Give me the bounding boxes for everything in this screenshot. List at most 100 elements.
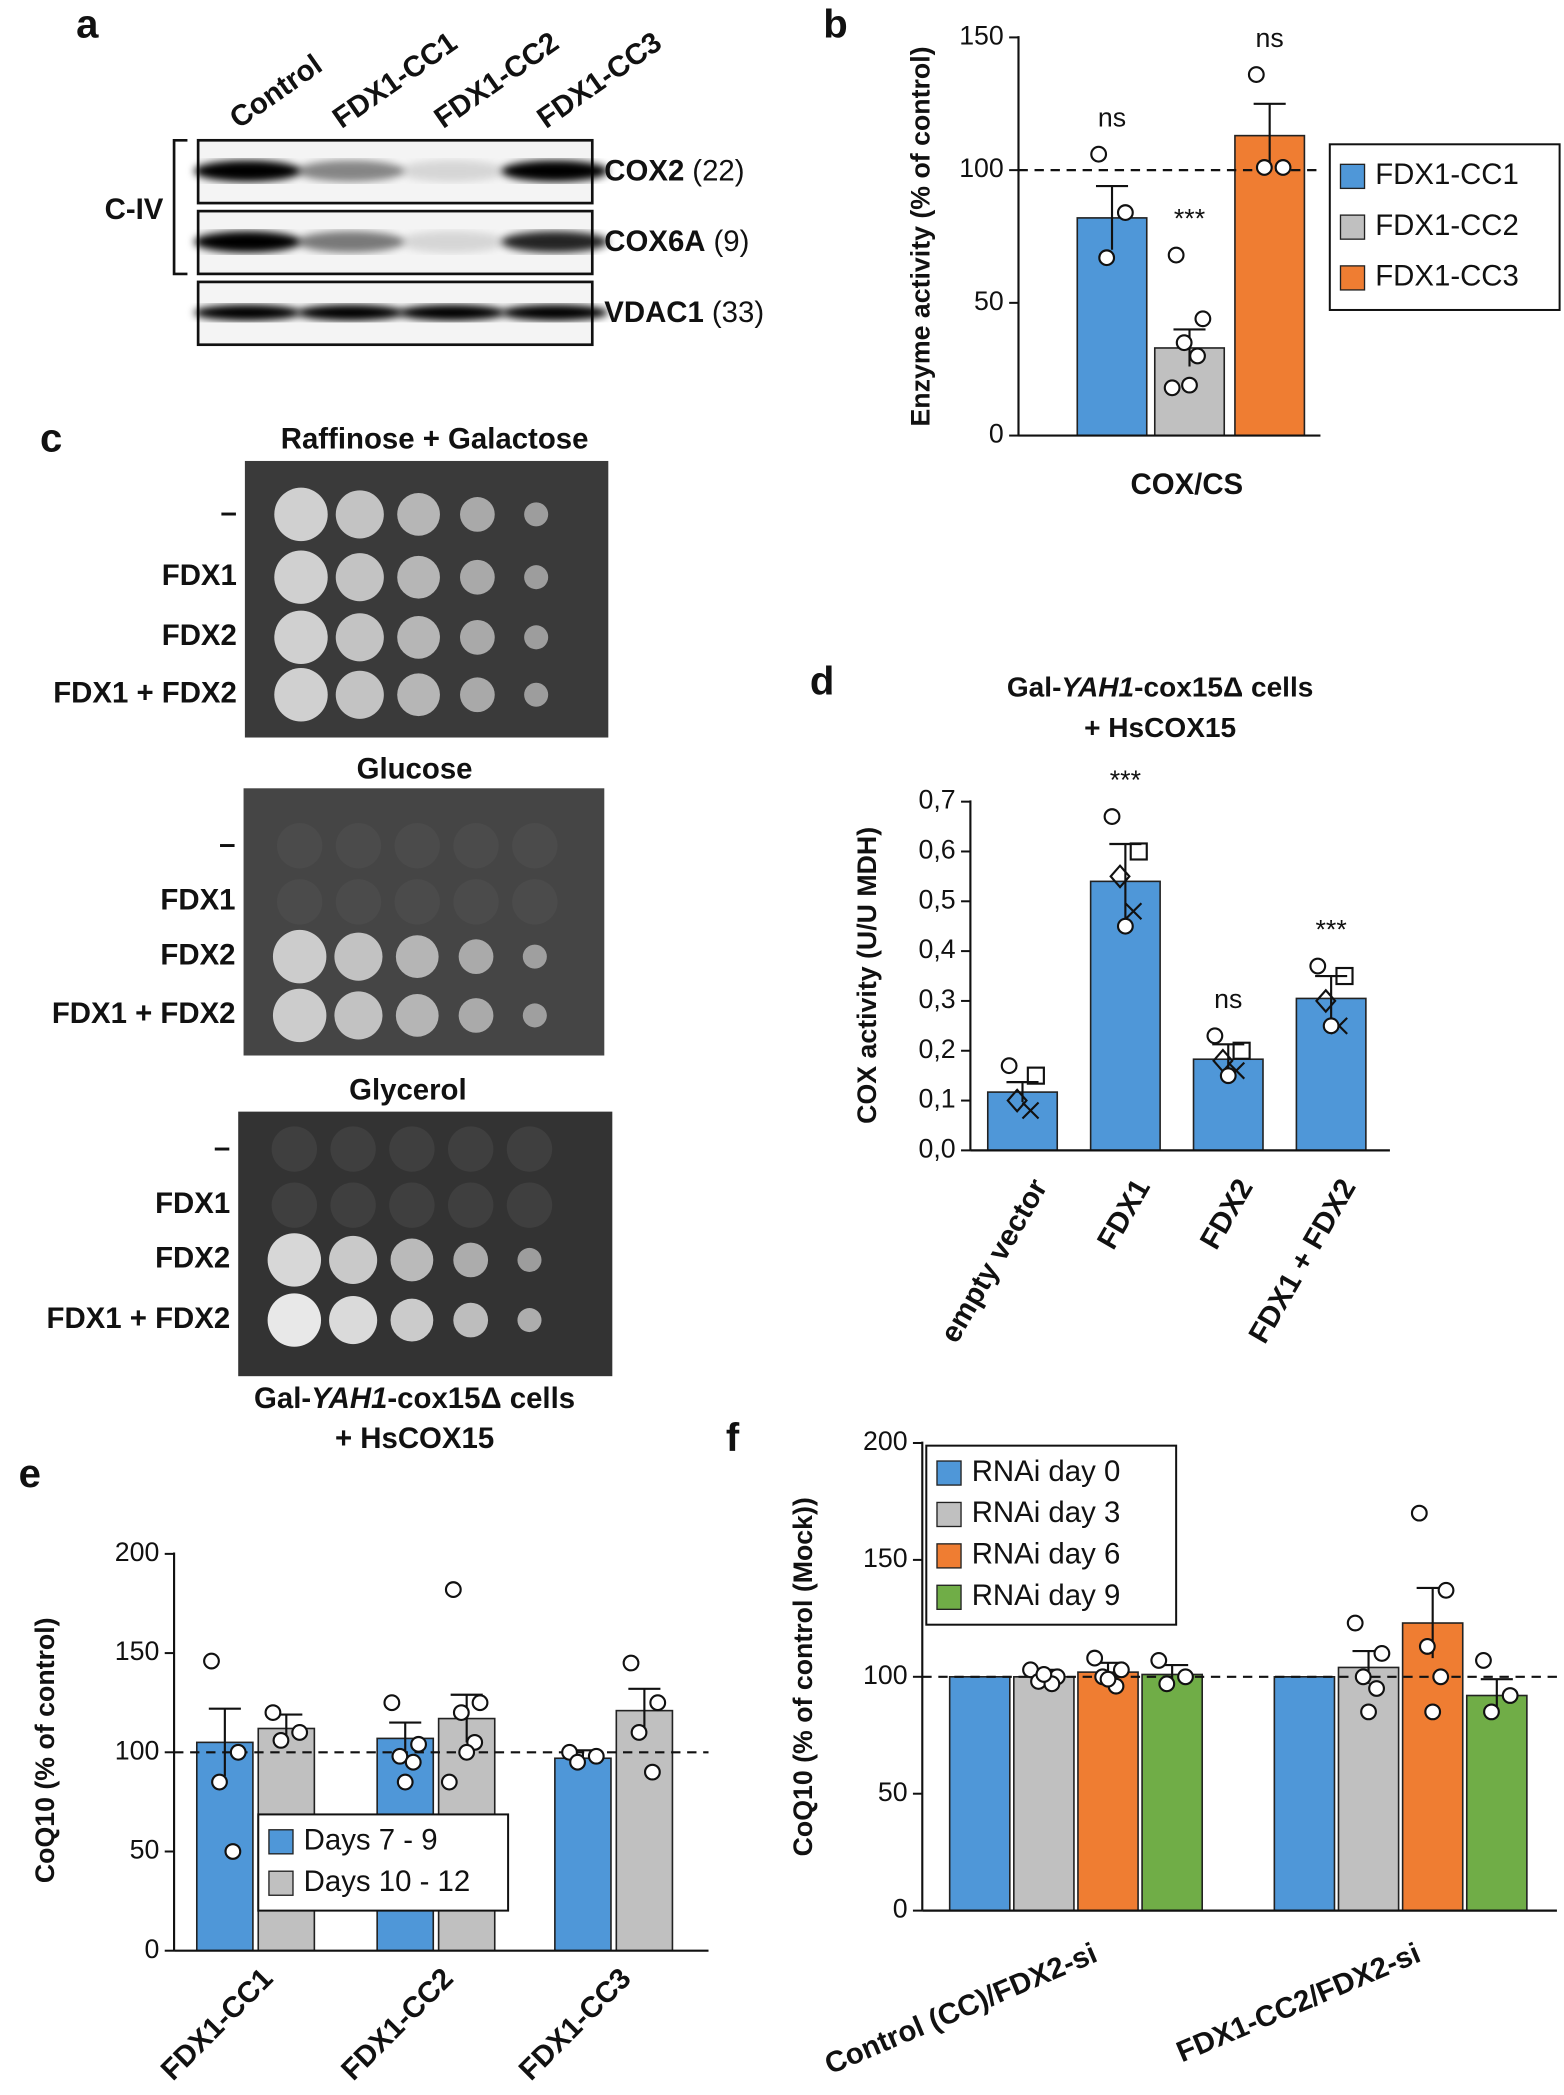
- data-point: [1475, 1652, 1492, 1669]
- yeast-spot: [335, 613, 384, 662]
- protein-label: COX2 (22): [604, 154, 744, 187]
- error-bar: [389, 1721, 422, 1755]
- legend-box: [925, 1444, 1178, 1626]
- y-tick-label: 200: [863, 1426, 908, 1456]
- yeast-spot: [274, 487, 328, 542]
- data-point: [1309, 957, 1327, 975]
- data-point: [649, 1694, 667, 1712]
- data-point: [1163, 379, 1181, 397]
- data-point: [1194, 310, 1212, 328]
- yeast-spot: [517, 1308, 542, 1333]
- data-point: [1090, 145, 1108, 163]
- data-point: [1368, 1680, 1385, 1697]
- bar: [1273, 1676, 1336, 1912]
- data-point: [211, 1773, 228, 1791]
- protein-name: COX6A: [604, 225, 705, 258]
- data-point: [203, 1652, 220, 1670]
- data-point: [1437, 1581, 1455, 1599]
- data-point: [1360, 1703, 1377, 1721]
- data-point: [1274, 159, 1292, 176]
- data-point: [229, 1743, 247, 1761]
- blot-band: [501, 304, 609, 321]
- data-point: [471, 1694, 489, 1712]
- error-bar: [208, 1707, 241, 1777]
- y-tick-label: 0,7: [919, 785, 956, 815]
- yeast-spot: [330, 1182, 376, 1228]
- y-tick-label: 0,0: [919, 1133, 956, 1163]
- data-point: [1116, 204, 1134, 222]
- yeast-spot: [512, 823, 558, 869]
- legend-label: FDX1-CC3: [1375, 260, 1519, 293]
- plate-row-label: FDX1 + FDX2: [52, 997, 236, 1030]
- yeast-spot: [334, 991, 383, 1040]
- legend-swatch: [268, 1829, 294, 1855]
- legend-swatch: [936, 1501, 962, 1528]
- yeast-spot: [395, 994, 439, 1037]
- data-point: [1129, 842, 1148, 861]
- yeast-spot: [524, 502, 549, 527]
- plate-title: Glucose: [357, 753, 473, 786]
- yeast-spot: [397, 615, 440, 659]
- panel-letter: f: [726, 1416, 740, 1460]
- panel-letter: c: [40, 417, 62, 461]
- data-point: [1410, 1504, 1428, 1522]
- protein-name: COX2: [604, 154, 684, 187]
- yeast-spot: [517, 1247, 542, 1272]
- caption-part: Gal-: [254, 1382, 311, 1415]
- data-point: [1189, 347, 1206, 365]
- protein-size: (9): [714, 225, 750, 258]
- yeast-spot: [276, 879, 323, 925]
- yeast-spot: [397, 493, 440, 536]
- y-tick-label: 100: [959, 153, 1004, 183]
- annotation: ***: [1174, 203, 1205, 233]
- bar: [1076, 217, 1148, 437]
- legend-label: FDX1-CC2: [1375, 209, 1519, 242]
- data-point: [1035, 1666, 1053, 1683]
- annotation: ns: [1256, 23, 1284, 53]
- yeast-spot: [267, 1293, 322, 1347]
- data-point: [224, 1843, 242, 1860]
- bar: [1077, 1671, 1139, 1912]
- y-tick-label: 50: [878, 1777, 908, 1807]
- legend-box: [1328, 143, 1561, 311]
- data-point: [1006, 1088, 1028, 1113]
- blot-band: [194, 304, 302, 321]
- panel-letter: d: [810, 660, 834, 704]
- complex-label: C-IV: [105, 193, 164, 226]
- data-point: [569, 1753, 586, 1771]
- title-part: Gal-: [1007, 672, 1062, 703]
- yeast-spot: [522, 944, 547, 969]
- data-point: [622, 1654, 640, 1672]
- data-point: [440, 1773, 458, 1791]
- protein-size: (33): [712, 296, 764, 329]
- blot-band: [296, 160, 404, 182]
- bar: [1013, 1676, 1075, 1912]
- data-point: [1175, 334, 1193, 352]
- blot-band: [194, 160, 302, 182]
- yeast-spot: [524, 565, 549, 590]
- data-point: [396, 1773, 414, 1791]
- data-point: [1219, 1067, 1237, 1085]
- data-point: [383, 1694, 401, 1712]
- data-point: [1432, 1668, 1450, 1686]
- legend-label: RNAi day 0: [972, 1455, 1121, 1488]
- lane-label: Control: [224, 48, 328, 135]
- yeast-spot: [524, 682, 549, 707]
- yeast-spot: [272, 988, 327, 1043]
- yeast-spot: [272, 929, 327, 984]
- bar: [615, 1709, 674, 1952]
- yeast-spot: [274, 610, 328, 665]
- y-tick-label: 150: [959, 20, 1004, 50]
- bar: [1465, 1694, 1528, 1912]
- bar: [1234, 134, 1306, 437]
- caption-part: YAH1: [311, 1382, 387, 1415]
- panel-letter: e: [19, 1452, 41, 1496]
- error-bar: [628, 1687, 661, 1733]
- x-tick-label: FDX1-CC2/FDX2-si: [1172, 1937, 1425, 2069]
- data-point: [1000, 1057, 1018, 1075]
- data-point: [1424, 1703, 1442, 1721]
- data-point: [1418, 1637, 1436, 1655]
- yeast-spot: [397, 555, 440, 599]
- data-point: [1181, 376, 1198, 394]
- plate-row-label: FDX1 + FDX2: [47, 1302, 231, 1335]
